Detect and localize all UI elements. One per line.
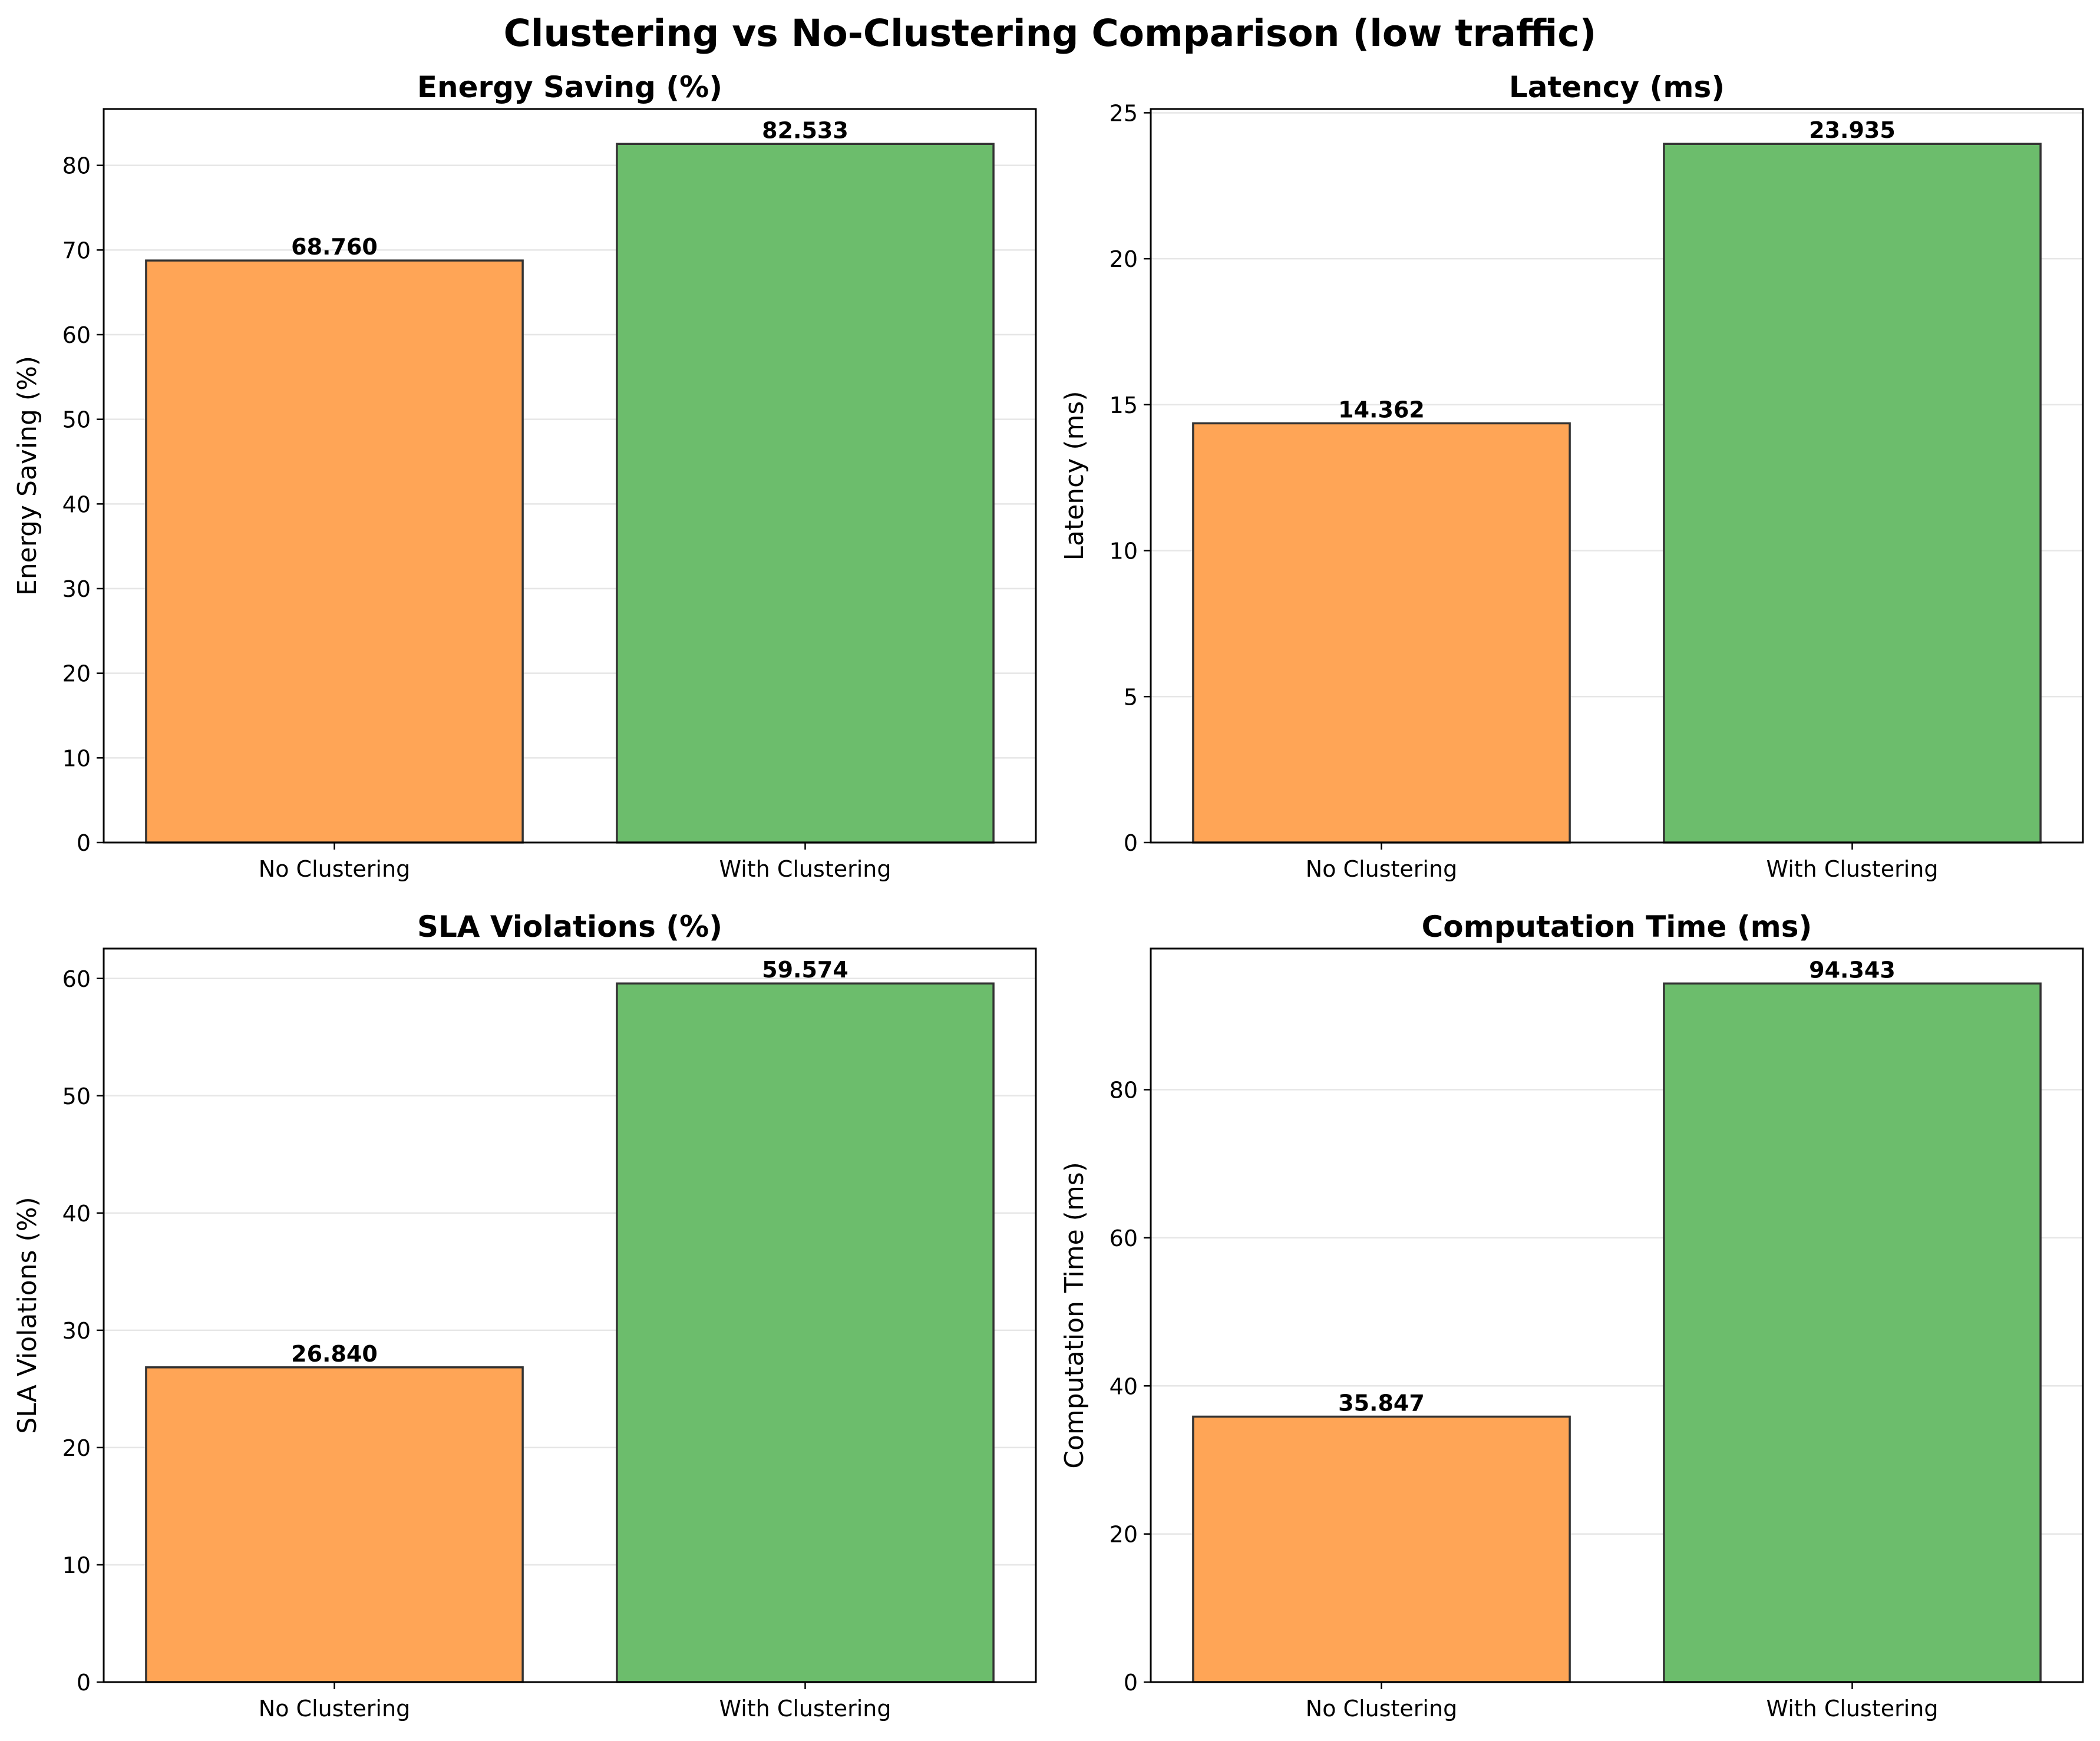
y-tick-label: 30	[62, 576, 91, 602]
x-tick-label: No Clustering	[1306, 1696, 1457, 1722]
subplot-2: 14.362 No Clustering 23.935 With Clustering…	[1059, 70, 2084, 882]
y-tick-label: 15	[1110, 392, 1138, 418]
y-tick-label: 60	[62, 966, 91, 992]
y-tick-label: 10	[1110, 539, 1138, 564]
subplot-4: 35.847 No Clustering 94.343 With Clustering…	[1059, 910, 2084, 1722]
bar-with-clustering	[616, 982, 995, 1683]
x-tick-label: With Clustering	[1766, 1696, 1938, 1722]
x-tick-label: No Clustering	[259, 1696, 410, 1722]
value-label: 59.574	[762, 957, 848, 983]
y-tick-label: 60	[1110, 1225, 1138, 1251]
y-tick-label: 70	[62, 237, 91, 263]
bar-with-clustering	[1663, 982, 2042, 1683]
y-tick-label: 20	[1110, 1522, 1138, 1548]
x-tick-label: With Clustering	[1766, 856, 1938, 882]
subplot-title: Computation Time (ms)	[1422, 910, 1812, 944]
y-tick-label: 30	[62, 1318, 91, 1344]
bar-with-clustering	[1663, 143, 2042, 844]
axes-frame	[103, 108, 1037, 844]
x-tick-label: With Clustering	[719, 1696, 891, 1722]
axes-frame	[1150, 947, 2084, 1683]
axes-frame	[103, 947, 1037, 1683]
bar-no-clustering	[1192, 1415, 1571, 1683]
x-tick-label: No Clustering	[1306, 856, 1457, 882]
bar-no-clustering	[145, 259, 524, 844]
value-label: 14.362	[1338, 397, 1425, 422]
subplot-3: 26.840 No Clustering 59.574 With Clustering…	[12, 910, 1037, 1722]
y-tick-label: 50	[62, 407, 91, 433]
value-label: 82.533	[762, 117, 848, 143]
y-tick-label: 0	[1124, 1670, 1138, 1696]
value-label: 35.847	[1338, 1390, 1425, 1416]
y-tick-label: 10	[62, 745, 91, 771]
y-tick-label: 0	[77, 830, 91, 856]
x-tick-label: With Clustering	[719, 856, 891, 882]
x-tick-label: No Clustering	[259, 856, 410, 882]
y-tick-label: 20	[62, 661, 91, 687]
y-tick-label: 20	[62, 1435, 91, 1461]
axes-frame	[1150, 108, 2084, 844]
y-axis-label: Computation Time (ms)	[1059, 1162, 1089, 1469]
value-label: 23.935	[1809, 117, 1896, 143]
figure-title: Clustering vs No-Clustering Comparison (…	[504, 12, 1597, 55]
y-tick-label: 80	[1110, 1078, 1138, 1104]
y-tick-label: 60	[62, 322, 91, 348]
y-tick-label: 40	[62, 491, 91, 517]
subplot-title: Energy Saving (%)	[417, 70, 722, 104]
y-tick-label: 25	[1110, 100, 1138, 126]
bar-with-clustering	[616, 143, 995, 844]
value-label: 68.760	[291, 234, 378, 260]
y-tick-label: 50	[62, 1083, 91, 1109]
y-tick-label: 0	[1124, 830, 1138, 856]
y-tick-label: 5	[1124, 684, 1138, 710]
bar-no-clustering	[145, 1366, 524, 1683]
y-tick-label: 40	[62, 1201, 91, 1227]
subplot-title: SLA Violations (%)	[417, 910, 722, 944]
y-tick-label: 10	[62, 1552, 91, 1578]
y-tick-label: 0	[77, 1670, 91, 1696]
y-tick-label: 80	[62, 153, 91, 179]
subplot-title: Latency (ms)	[1509, 70, 1725, 104]
y-tick-label: 20	[1110, 246, 1138, 272]
y-axis-label: Energy Saving (%)	[12, 356, 42, 596]
y-tick-label: 40	[1110, 1373, 1138, 1399]
subplot-grid: 68.760 No Clustering 82.533 With Clustering…	[12, 70, 2084, 1722]
value-label: 94.343	[1809, 957, 1896, 983]
subplot-1: 68.760 No Clustering 82.533 With Clustering…	[12, 70, 1037, 882]
y-axis-label: SLA Violations (%)	[12, 1197, 42, 1433]
y-axis-label: Latency (ms)	[1059, 391, 1089, 560]
value-label: 26.840	[291, 1341, 378, 1367]
bar-no-clustering	[1192, 422, 1571, 844]
